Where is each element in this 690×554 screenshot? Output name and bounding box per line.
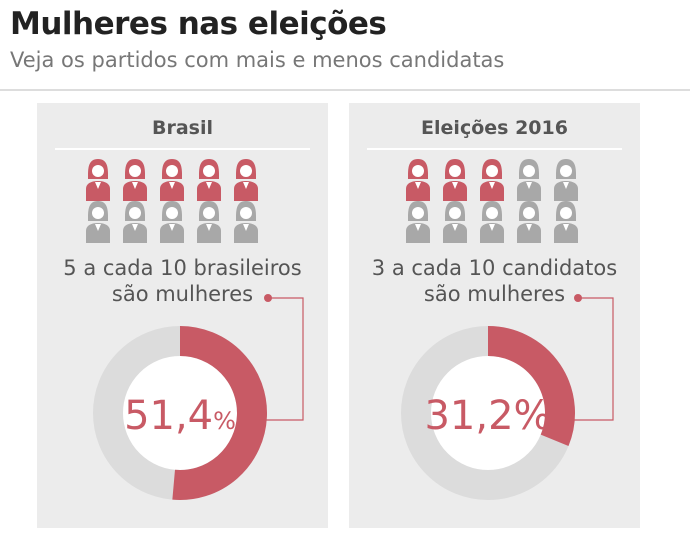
woman-icon <box>123 201 147 243</box>
woman-icon <box>480 159 504 201</box>
chart-eleicoes-2016: 31,2% <box>401 159 614 500</box>
woman-icon <box>406 159 430 201</box>
caption: 3 a cada 10 candidatos são mulheres <box>349 255 640 307</box>
woman-icon <box>234 159 258 201</box>
woman-icon <box>86 159 110 201</box>
woman-icon <box>554 201 578 243</box>
woman-icon <box>406 201 430 243</box>
woman-icon <box>443 201 467 243</box>
woman-icon <box>160 201 184 243</box>
connector-line <box>567 297 614 421</box>
donut-slice-women <box>172 326 267 500</box>
caption-line-1: 5 a cada 10 brasileiros <box>63 256 302 280</box>
woman-icon <box>234 201 258 243</box>
woman-icon <box>517 159 541 201</box>
page-subtitle: Veja os partidos com mais e menos candid… <box>10 48 505 72</box>
donut-slice-women <box>487 326 575 447</box>
chart-brasil: 51,4% <box>86 159 304 500</box>
woman-icon <box>123 159 147 201</box>
woman-icon <box>517 201 541 243</box>
woman-icon <box>443 159 467 201</box>
caption: 5 a cada 10 brasileiros são mulheres <box>37 255 328 307</box>
panel-title: Brasil <box>55 117 310 150</box>
panel-eleicoes-2016: Eleições 2016 3 a cada 10 candidatos são … <box>349 103 640 528</box>
woman-icon <box>197 201 221 243</box>
woman-icon <box>160 159 184 201</box>
woman-icon <box>554 159 578 201</box>
caption-line-2: são mulheres <box>111 282 254 306</box>
percent-label: 31,2% <box>424 393 551 439</box>
panel-title: Eleições 2016 <box>367 117 622 150</box>
caption-line-1: 3 a cada 10 candidatos <box>371 256 618 280</box>
panel-brasil: Brasil 5 a cada 10 brasileiros são mulher… <box>37 103 328 528</box>
woman-icon <box>480 201 504 243</box>
divider <box>0 89 690 91</box>
page-title: Mulheres nas eleições <box>10 6 387 42</box>
woman-icon <box>197 159 221 201</box>
caption-line-2: são mulheres <box>423 282 566 306</box>
woman-icon <box>86 201 110 243</box>
percent-label: 51,4% <box>124 393 236 439</box>
connector-line <box>259 297 304 421</box>
